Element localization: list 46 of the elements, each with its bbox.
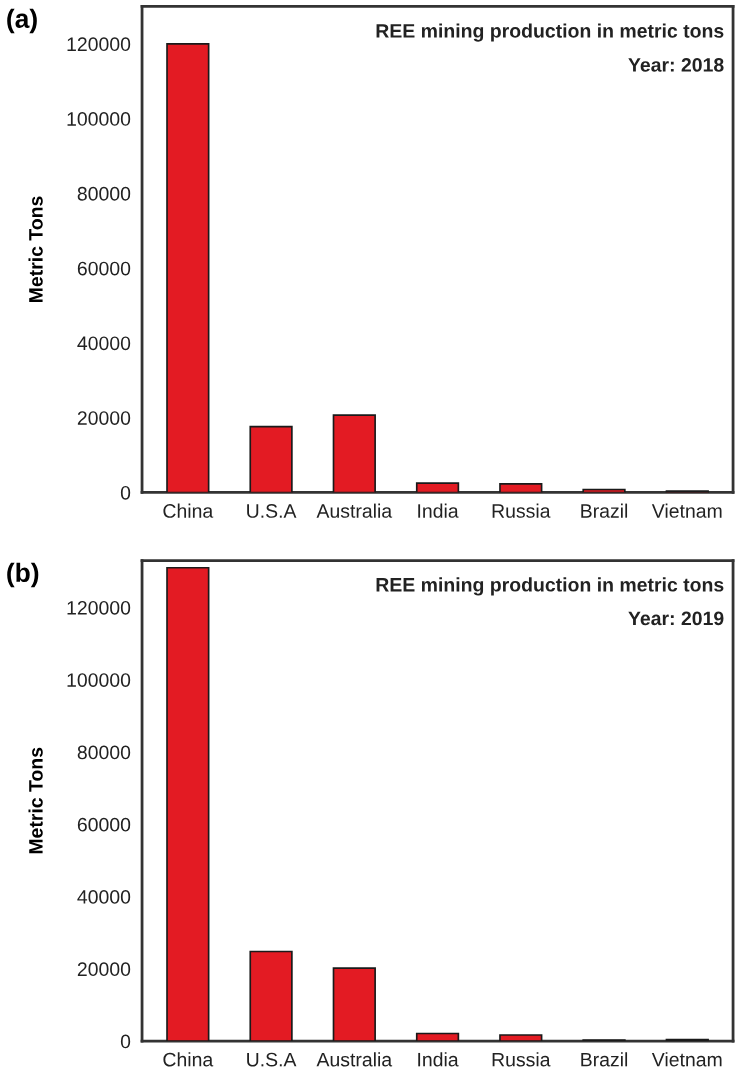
y-axis-title: Metric Tons (28, 747, 43, 854)
text: REE mining production in metric tons (376, 23, 724, 42)
y-tick-label: 0 (120, 1034, 131, 1049)
y-tick-label: 80000 (77, 745, 131, 760)
bar (332, 967, 376, 1042)
x-tick-label: Brazil (581, 503, 628, 518)
x-tick-label: U.S.A (247, 1052, 297, 1067)
x-tick-label: Vietnam (651, 503, 722, 518)
x-tick-label: China (163, 503, 214, 518)
x-tick-label: Australia (316, 503, 393, 518)
x-tick-label: India (418, 503, 459, 518)
y-axis-title: Metric Tons (28, 196, 43, 303)
bar (499, 1034, 543, 1042)
y-tick-label: 100000 (67, 112, 131, 126)
text: (a) (7, 8, 37, 34)
y-tick-label: 120000 (67, 37, 131, 52)
bar (249, 425, 293, 493)
y-tick-label: 80000 (77, 186, 131, 201)
y-tick-label: 40000 (77, 890, 131, 904)
bar (499, 483, 543, 493)
y-tick-label: 40000 (77, 336, 131, 351)
x-tick-label: Russia (492, 1052, 551, 1067)
text: (b) (7, 562, 39, 588)
bar (332, 414, 376, 493)
text: Year: 2019 (628, 611, 724, 626)
y-tick-label: 60000 (77, 817, 131, 832)
text: Year: 2018 (628, 58, 724, 72)
x-tick-label: China (163, 1052, 214, 1067)
y-tick-label: 100000 (67, 673, 131, 687)
x-tick-label: Australia (316, 1052, 393, 1067)
bar (249, 950, 293, 1042)
x-tick-label: India (418, 1052, 459, 1067)
bar (415, 482, 460, 493)
x-tick-label: U.S.A (247, 504, 297, 518)
x-tick-label: Russia (492, 503, 551, 518)
x-tick-label: Brazil (581, 1052, 628, 1067)
bar (166, 43, 210, 493)
x-tick-label: Vietnam (651, 1052, 722, 1067)
bar (415, 1032, 460, 1042)
y-tick-label: 60000 (77, 261, 131, 276)
y-tick-label: 20000 (77, 411, 131, 425)
y-tick-label: 20000 (77, 962, 131, 977)
y-tick-label: 120000 (67, 600, 131, 615)
bar (166, 566, 210, 1042)
text: REE mining production in metric tons (376, 577, 724, 596)
y-tick-label: 0 (120, 485, 131, 500)
